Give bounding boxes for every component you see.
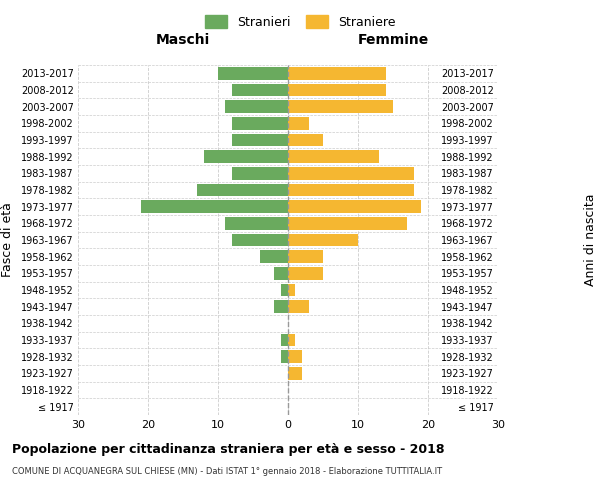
- Bar: [204, 150, 288, 163]
- Bar: [288, 67, 386, 80]
- Text: Popolazione per cittadinanza straniera per età e sesso - 2018: Popolazione per cittadinanza straniera p…: [12, 442, 445, 456]
- Bar: [288, 134, 323, 146]
- Legend: Stranieri, Straniere: Stranieri, Straniere: [201, 11, 399, 32]
- Bar: [288, 217, 407, 230]
- Bar: [288, 284, 295, 296]
- Bar: [288, 167, 414, 179]
- Bar: [288, 300, 309, 313]
- Bar: [288, 84, 386, 96]
- Bar: [288, 200, 421, 213]
- Bar: [288, 367, 302, 380]
- Bar: [232, 117, 288, 130]
- Bar: [288, 150, 379, 163]
- Bar: [288, 350, 302, 363]
- Bar: [225, 100, 288, 113]
- Bar: [218, 67, 288, 80]
- Y-axis label: Fasce di età: Fasce di età: [1, 202, 14, 278]
- Bar: [260, 250, 288, 263]
- Bar: [288, 117, 309, 130]
- Bar: [288, 334, 295, 346]
- Bar: [281, 334, 288, 346]
- Bar: [288, 250, 323, 263]
- Text: COMUNE DI ACQUANEGRA SUL CHIESE (MN) - Dati ISTAT 1° gennaio 2018 - Elaborazione: COMUNE DI ACQUANEGRA SUL CHIESE (MN) - D…: [12, 468, 442, 476]
- Bar: [274, 300, 288, 313]
- Bar: [232, 134, 288, 146]
- Bar: [225, 217, 288, 230]
- Bar: [288, 267, 323, 280]
- Text: Maschi: Maschi: [156, 34, 210, 48]
- Text: Femmine: Femmine: [358, 34, 428, 48]
- Text: Anni di nascita: Anni di nascita: [584, 194, 597, 286]
- Bar: [274, 267, 288, 280]
- Bar: [197, 184, 288, 196]
- Bar: [281, 284, 288, 296]
- Bar: [232, 84, 288, 96]
- Bar: [288, 234, 358, 246]
- Bar: [141, 200, 288, 213]
- Bar: [288, 100, 393, 113]
- Bar: [232, 167, 288, 179]
- Bar: [281, 350, 288, 363]
- Bar: [232, 234, 288, 246]
- Bar: [288, 184, 414, 196]
